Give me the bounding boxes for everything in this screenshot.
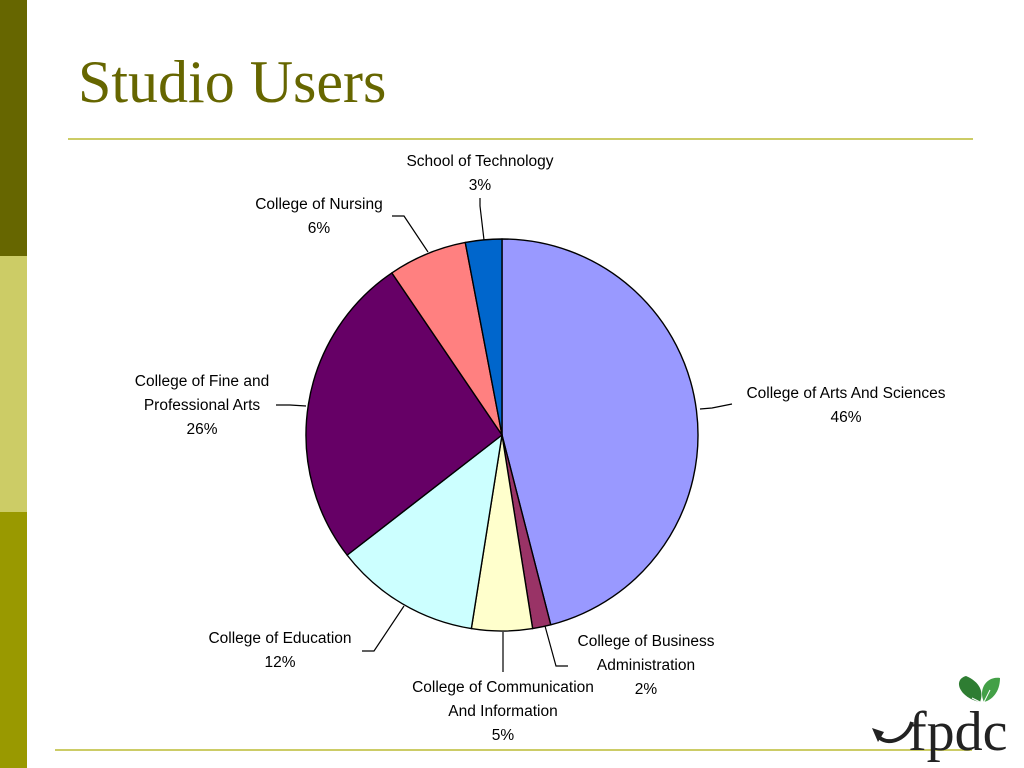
pie-slice [346,434,503,630]
pie-slices [305,238,699,632]
leader-line [276,404,307,407]
side-bar-mid [0,512,27,768]
leaf-icon [958,676,1000,703]
slice-category-label: College of Communication [412,679,594,696]
leader-line [544,625,568,667]
pie-slice [501,238,699,626]
footer-divider [55,749,972,751]
title-divider [68,138,973,140]
slide-title: Studio Users [78,49,387,115]
pie-slice [305,272,503,556]
slice-percent-label: 2% [635,681,658,698]
side-bar-dark [0,0,27,256]
slice-percent-label: 5% [492,727,515,744]
slice-percent-label: 6% [308,220,331,237]
leader-line [362,605,405,652]
leader-line [479,198,485,241]
leader-line [392,215,429,253]
slice-category-label: College of Fine and [135,373,269,390]
logo-text: fpdc [908,701,1008,763]
swoosh-arrow-icon [872,721,914,744]
pie-labels: College of Arts And Sciences 46% College o… [135,153,946,744]
slice-category-label: School of Technology [406,153,553,170]
slice-category-label: College of Education [208,630,351,647]
slice-category-label: Administration [597,657,695,674]
slice-category-label: College of Business [578,633,715,650]
slice-category-label: College of Arts And Sciences [746,385,945,402]
side-bar-light [0,256,27,512]
leader-line [699,403,733,410]
slice-percent-label: 26% [186,421,217,438]
slice-category-label: Professional Arts [144,397,261,414]
slice-percent-label: 3% [469,177,492,194]
slice-category-label: And Information [448,703,557,720]
slice-category-label: College of Nursing [255,196,383,213]
slice-percent-label: 12% [264,654,295,671]
slice-percent-label: 46% [830,409,861,426]
fpdc-logo: fpdc [872,676,1008,763]
